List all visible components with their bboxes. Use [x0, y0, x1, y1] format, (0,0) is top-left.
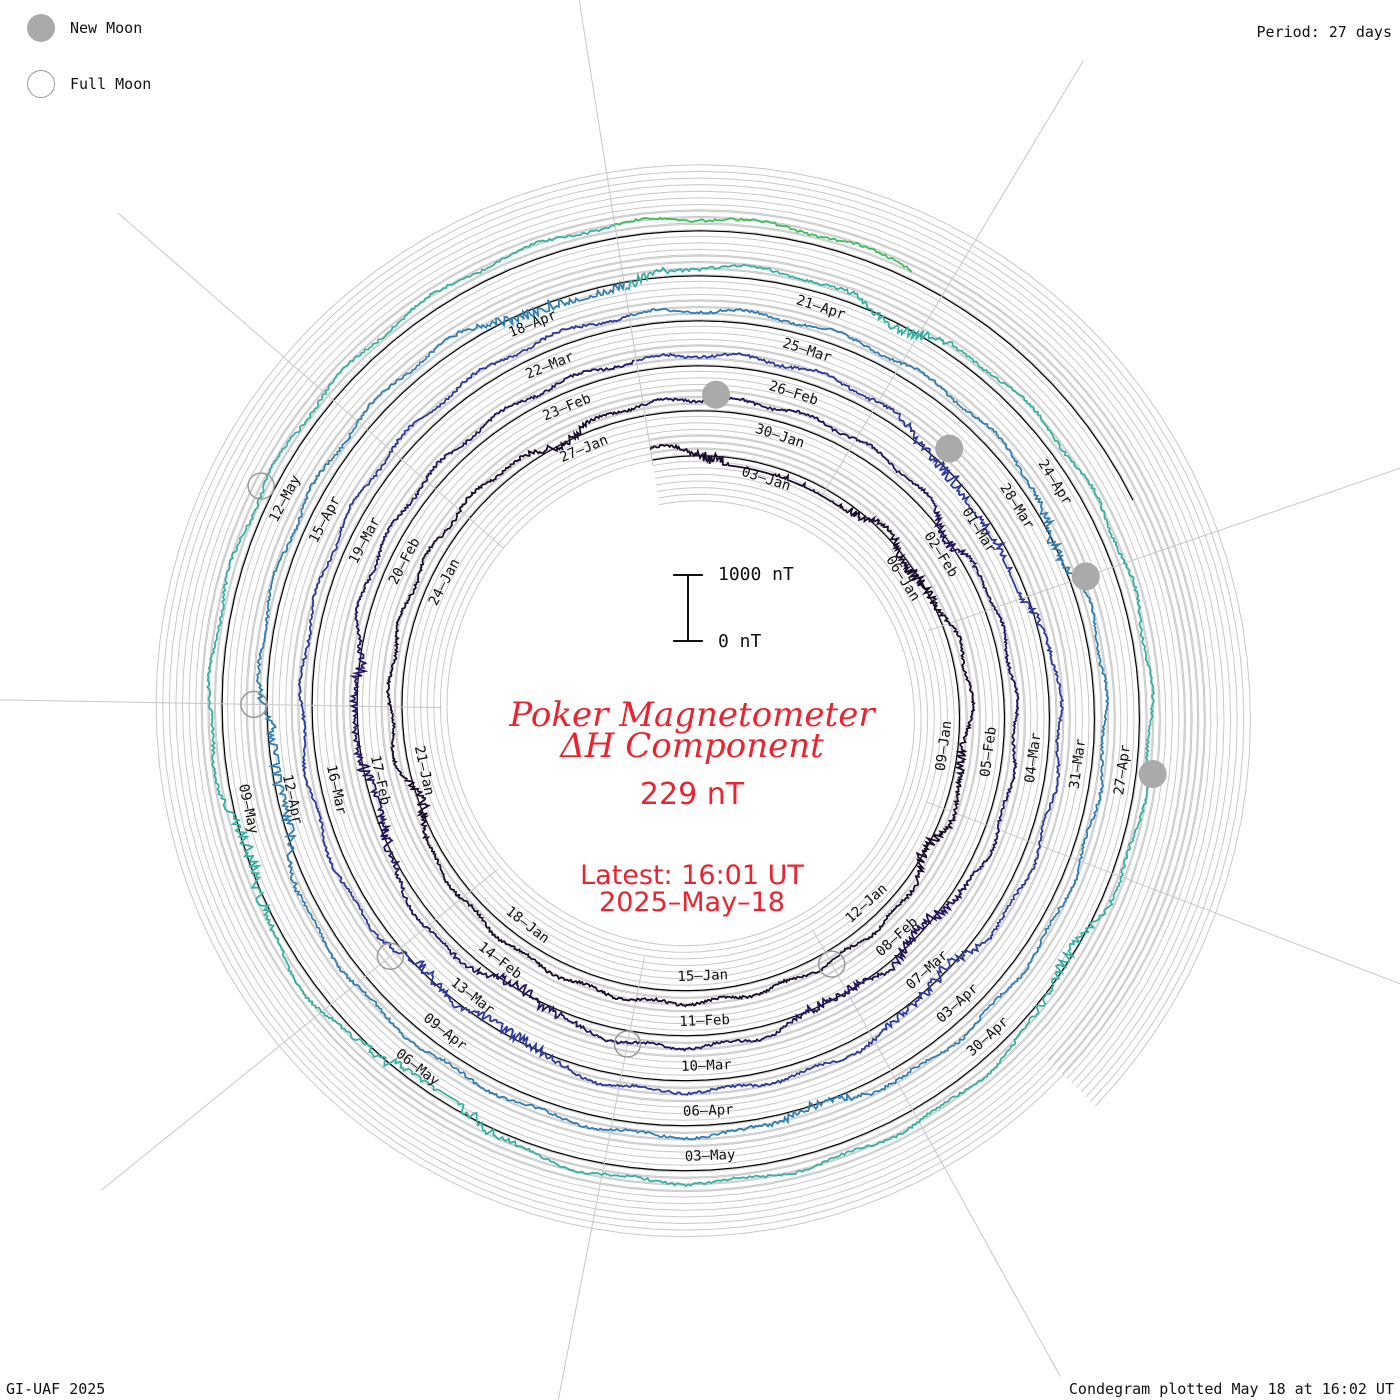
date-label: 06–Apr — [683, 1102, 734, 1120]
full-moon-icon — [27, 70, 55, 98]
date-label: 31–Mar — [1067, 738, 1090, 790]
trace-period-2 — [348, 359, 1020, 1052]
date-label: 03–May — [685, 1147, 736, 1165]
grid-ring — [195, 203, 1212, 1198]
date-label: 10–Mar — [681, 1057, 732, 1075]
moon-markers — [240, 380, 1167, 1058]
spoke — [925, 801, 1400, 985]
date-label: 09–Jan — [933, 720, 956, 772]
spoke — [820, 60, 1084, 498]
date-label: 15–Jan — [677, 967, 728, 985]
spoke — [101, 868, 499, 1191]
spoke — [928, 467, 1400, 632]
trace-period-3 — [297, 314, 1064, 1096]
scale-top-label: 1000 nT — [718, 564, 794, 585]
grid-ring — [162, 170, 1245, 1231]
full-moon-marker — [376, 942, 405, 971]
grid-ring — [208, 217, 1199, 1185]
chart-subtitle: ΔH Component — [558, 726, 824, 766]
legend-full-moon-label: Full Moon — [70, 75, 152, 93]
trace-period-6 — [614, 216, 913, 273]
footer-credit: GI-UAF 2025 — [6, 1380, 106, 1398]
spoke — [557, 957, 645, 1400]
spoke — [118, 213, 504, 549]
trace-period-5 — [206, 224, 1156, 1188]
new-moon-marker — [1138, 760, 1167, 789]
spoke — [812, 930, 1061, 1377]
date-label: 11–Feb — [679, 1012, 730, 1030]
new-moon-marker — [702, 380, 731, 409]
spoke — [0, 699, 443, 709]
date-label: 27–Apr — [1111, 744, 1134, 796]
new-moon-marker — [935, 434, 964, 463]
grid — [155, 164, 1251, 1238]
grid-ring — [188, 197, 1218, 1205]
grid-ring — [201, 210, 1205, 1192]
date-label: 03–Jan — [740, 464, 793, 495]
trace-period-4 — [255, 280, 1110, 1141]
legend-new-moon: New Moon — [27, 14, 142, 42]
data-traces — [206, 216, 1156, 1188]
current-value: 229 nT — [640, 777, 745, 812]
full-moon-marker — [613, 1030, 642, 1058]
latest-time: Latest: 16:01 UT — [580, 860, 804, 891]
grid-ring — [168, 177, 1238, 1225]
new-moon-marker — [1071, 562, 1100, 591]
footer-plotted: Condegram plotted May 18 at 16:02 UT — [1068, 1380, 1394, 1398]
trace-period-1 — [385, 403, 976, 1008]
chart-title: Poker Magnetometer — [508, 695, 876, 735]
legend-full-moon: Full Moon — [27, 70, 151, 98]
spoke — [578, 0, 654, 466]
full-moon-marker — [817, 950, 846, 978]
latest-date: 2025–May–18 — [599, 887, 785, 918]
date-label: 05–Feb — [977, 726, 1000, 778]
full-moon-marker — [240, 690, 268, 719]
new-moon-icon — [27, 14, 55, 42]
grid-ring — [214, 223, 1192, 1178]
grid-ring — [155, 164, 1251, 1238]
scale-bottom-label: 0 nT — [718, 631, 762, 652]
legend-new-moon-label: New Moon — [70, 19, 143, 37]
grid-ring — [181, 190, 1225, 1211]
date-label: 04–Mar — [1022, 732, 1045, 784]
date-label: 18–Jan — [502, 903, 552, 947]
period-label: Period: 27 days — [1256, 23, 1392, 41]
full-moon-marker — [247, 472, 275, 500]
scale-bar: 1000 nT 0 nT — [673, 564, 794, 652]
